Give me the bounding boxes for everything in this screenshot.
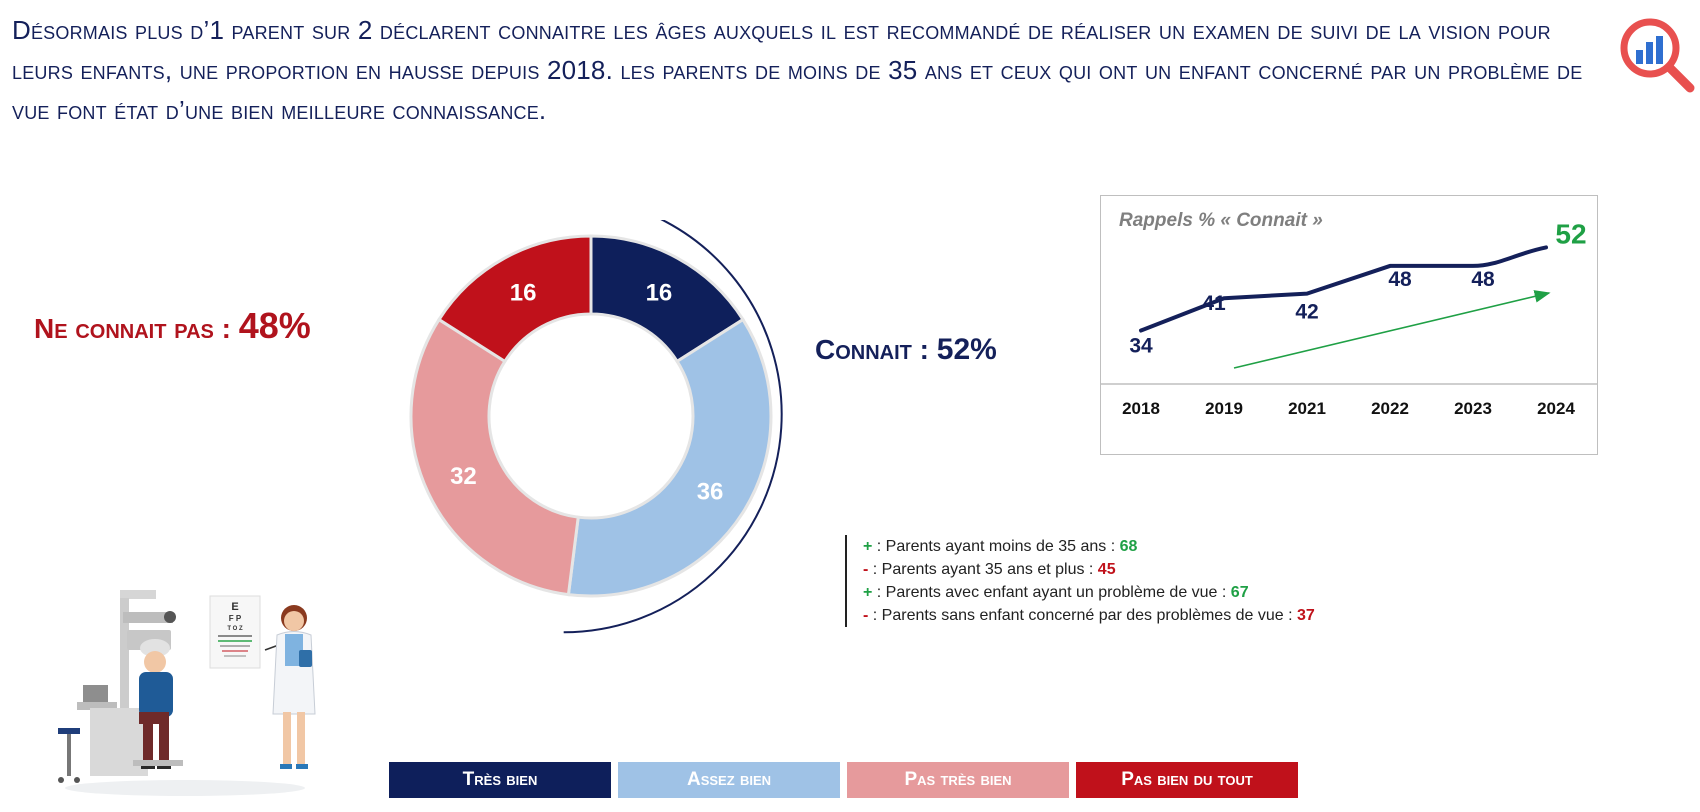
trend-data-label: 42 (1295, 301, 1318, 324)
trend-data-label: 34 (1129, 335, 1153, 358)
trend-data-label: 48 (1388, 268, 1412, 291)
eye-chart-letter-row: F P (229, 614, 242, 623)
subgroup-item: - : Parents sans enfant concerné par des… (863, 604, 1315, 627)
trend-x-tick-label: 2021 (1288, 399, 1326, 418)
label-connait-value: 52% (936, 333, 997, 366)
trend-arrow (1233, 290, 1551, 369)
eye-chart-letter-row: T O Z (227, 626, 243, 632)
donut-slice-label: 16 (510, 279, 537, 306)
trend-chart: 34 41 42 48 48 52 2018 2019 2021 2022 2023 2024 Ra… (1100, 195, 1598, 455)
subgroup-text: : Parents sans enfant concerné par des p… (868, 607, 1298, 624)
trend-x-tick-label: 2024 (1537, 399, 1575, 418)
eye-exam-illustration: E F P T O Z (58, 590, 316, 796)
trend-data-label: 48 (1471, 268, 1495, 291)
donut-slice-assez-bien (566, 317, 773, 598)
trend-x-tick-label: 2019 (1205, 399, 1243, 418)
headline: Désormais plus d’1 parent sur 2 déclaren… (12, 15, 1583, 125)
trend-x-tick-label: 2022 (1371, 399, 1409, 418)
donut-chart: 16 36 32 16 (395, 197, 855, 680)
legend-item-pas-tres-bien: Pas très bien (847, 762, 1069, 798)
donut-slice-label: 16 (646, 279, 673, 306)
subgroup-sign: + (863, 538, 873, 555)
subgroup-text: : Parents ayant moins de 35 ans : (872, 538, 1120, 555)
subgroup-value: 37 (1297, 607, 1315, 624)
label-ne-connait-pas-value: 48% (238, 305, 311, 346)
donut-slice-label: 32 (450, 463, 477, 490)
trend-x-tick-label: 2023 (1454, 399, 1492, 418)
subgroup-value: 45 (1097, 561, 1116, 578)
subgroup-value: 67 (1230, 584, 1249, 601)
legend-item-tres-bien: Très bien (389, 762, 611, 798)
donut-chart-svg: 16 36 32 16 (409, 197, 783, 634)
label-ne-connait-pas-text: Ne connait pas : (34, 313, 239, 344)
trend-series-line (1139, 245, 1548, 333)
legend-item-pas-bien-du-tout: Pas bien du tout (1076, 762, 1298, 798)
subgroup-list: + : Parents ayant moins de 35 ans : 68- … (845, 535, 1315, 627)
connait-bracket-arc (563, 197, 783, 634)
search-chart-icon (1620, 18, 1695, 93)
label-connait: Connait : 52% (815, 333, 997, 367)
legend-item-assez-bien: Assez bien (618, 762, 840, 798)
subgroup-text: : Parents ayant 35 ans et plus : (868, 561, 1098, 578)
donut-slice-pas-bien-du-tout (436, 234, 593, 364)
subgroup-sign: - (863, 607, 869, 624)
trend-x-tick-label: 2018 (1122, 399, 1160, 418)
label-ne-connait-pas: Ne connait pas : 48% (34, 305, 311, 347)
trend-data-label: 41 (1202, 292, 1226, 315)
subgroup-value: 68 (1119, 538, 1138, 555)
donut-slice-pas-tres-bien (409, 317, 580, 597)
trend-chart-title: Rappels % « Connait » (1119, 210, 1323, 231)
donut-slice-label: 36 (697, 479, 724, 506)
trend-chart-svg: 34 41 42 48 48 52 2018 2019 2021 2022 2023 2024 (1101, 218, 1597, 418)
eye-chart-letter-row: E (231, 601, 238, 613)
trend-data-label: 52 (1555, 218, 1586, 249)
subgroup-sign: - (863, 561, 869, 578)
subgroup-item: + : Parents ayant moins de 35 ans : 68 (863, 535, 1315, 558)
subgroup-item: + : Parents avec enfant ayant un problèm… (863, 581, 1315, 604)
label-connait-text: Connait : (815, 334, 937, 365)
subgroup-sign: + (863, 584, 873, 601)
subgroup-item: - : Parents ayant 35 ans et plus : 45 (863, 558, 1315, 581)
subgroup-text: : Parents avec enfant ayant un problème … (872, 584, 1231, 601)
